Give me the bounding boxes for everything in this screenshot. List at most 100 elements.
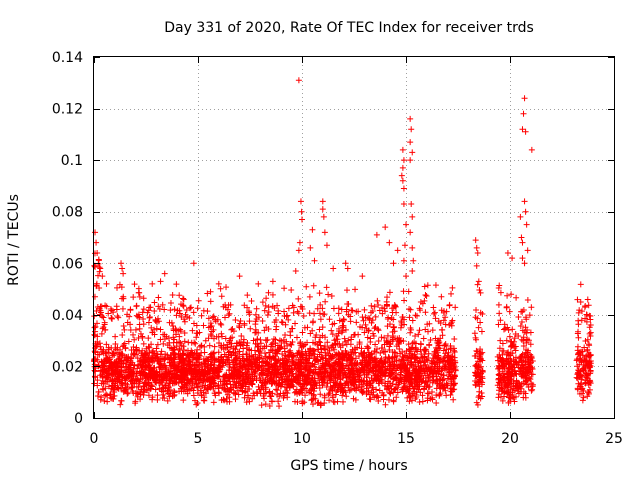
- data-point: [273, 359, 280, 366]
- data-point: [523, 336, 530, 343]
- data-point: [145, 307, 152, 314]
- data-point: [195, 297, 202, 304]
- data-point: [441, 342, 448, 349]
- data-point: [353, 319, 360, 326]
- data-point: [355, 384, 362, 391]
- data-point: [438, 307, 445, 314]
- data-point: [264, 336, 271, 343]
- data-point: [397, 350, 404, 357]
- data-point: [352, 349, 359, 356]
- data-point: [136, 380, 143, 387]
- data-point: [523, 316, 530, 323]
- data-point: [373, 386, 380, 393]
- data-point: [495, 362, 502, 369]
- data-point: [306, 310, 313, 317]
- data-point: [442, 314, 449, 321]
- data-point: [292, 388, 299, 395]
- data-point: [525, 347, 532, 354]
- data-point: [280, 366, 287, 373]
- data-point: [473, 399, 480, 406]
- data-point: [262, 354, 269, 361]
- data-point: [352, 396, 359, 403]
- data-point: [171, 306, 178, 313]
- data-point: [582, 315, 589, 322]
- data-point: [513, 378, 520, 385]
- data-point: [408, 372, 415, 379]
- data-point: [91, 293, 98, 300]
- data-point: [261, 307, 268, 314]
- data-point: [198, 366, 205, 373]
- data-point: [509, 326, 516, 333]
- data-point: [190, 309, 197, 316]
- data-point: [501, 373, 508, 380]
- y-tick-label: 0.04: [52, 308, 83, 324]
- data-point: [587, 329, 594, 336]
- data-point: [505, 349, 512, 356]
- data-point: [309, 374, 316, 381]
- data-point: [365, 360, 372, 367]
- data-point: [387, 382, 394, 389]
- data-point: [362, 361, 369, 368]
- data-point: [374, 297, 381, 304]
- data-point: [503, 304, 510, 311]
- data-point: [581, 344, 588, 351]
- data-point: [418, 378, 425, 385]
- data-point: [324, 339, 331, 346]
- data-point: [171, 378, 178, 385]
- data-point: [446, 302, 453, 309]
- ticks-layer: [94, 57, 615, 419]
- data-point: [339, 327, 346, 334]
- data-point: [317, 316, 324, 323]
- data-point: [295, 389, 302, 396]
- data-point: [131, 281, 138, 288]
- data-point: [403, 273, 409, 280]
- data-point: [265, 370, 272, 377]
- data-point: [329, 392, 336, 399]
- data-point: [508, 358, 515, 365]
- data-point: [577, 281, 584, 288]
- data-point: [400, 288, 407, 295]
- data-point: [366, 395, 373, 402]
- data-point: [390, 260, 397, 267]
- x-axis-title: GPS time / hours: [290, 458, 407, 474]
- data-point: [442, 321, 449, 328]
- data-point: [200, 377, 207, 384]
- data-point: [96, 351, 103, 358]
- data-point: [191, 369, 198, 376]
- data-point: [158, 386, 165, 393]
- data-point: [321, 311, 328, 318]
- data-point: [332, 391, 339, 398]
- data-point: [472, 314, 479, 321]
- data-point: [319, 354, 326, 361]
- data-point: [407, 139, 414, 146]
- data-point: [135, 361, 142, 368]
- data-point: [472, 362, 479, 369]
- data-point: [477, 378, 484, 385]
- data-point: [575, 321, 582, 328]
- data-point: [507, 378, 514, 385]
- data-point: [337, 344, 344, 351]
- data-point: [95, 257, 102, 264]
- data-point: [283, 359, 290, 366]
- data-point: [527, 376, 534, 383]
- data-point: [301, 324, 308, 331]
- data-point: [423, 383, 430, 390]
- data-point: [114, 366, 121, 373]
- data-point: [584, 296, 591, 303]
- data-point: [117, 385, 124, 392]
- data-point: [440, 317, 447, 324]
- data-point: [417, 366, 424, 373]
- data-point: [401, 297, 408, 304]
- data-point: [373, 231, 380, 238]
- data-point: [448, 322, 455, 329]
- data-point: [529, 383, 536, 390]
- data-point: [224, 341, 231, 348]
- data-point: [348, 307, 355, 314]
- data-point: [229, 359, 236, 366]
- data-point: [475, 324, 482, 331]
- data-point: [433, 370, 440, 377]
- data-point: [300, 313, 307, 320]
- data-point: [212, 368, 219, 375]
- data-point: [584, 393, 591, 400]
